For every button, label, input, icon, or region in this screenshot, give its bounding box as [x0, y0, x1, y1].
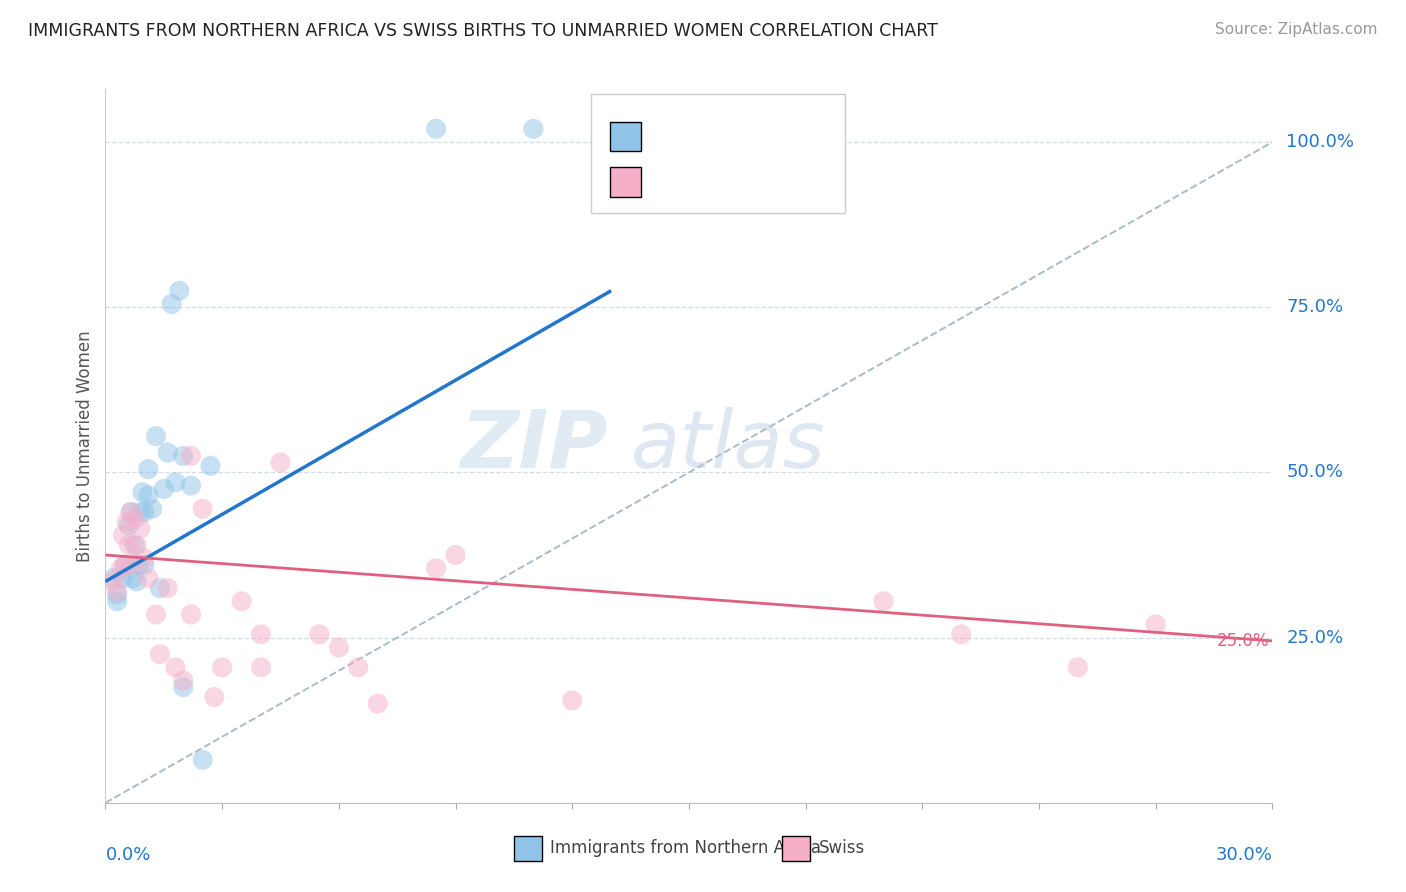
- Point: [128, 558, 150, 572]
- Point: [1144, 617, 1167, 632]
- Point: [308, 627, 330, 641]
- Y-axis label: Births to Unmarried Women: Births to Unmarried Women: [76, 330, 94, 562]
- Point: [160, 297, 183, 311]
- Point: [172, 449, 194, 463]
- Text: 25.0%: 25.0%: [1286, 629, 1344, 647]
- Point: [367, 697, 389, 711]
- Text: R =: R =: [651, 128, 688, 145]
- Point: [600, 121, 623, 136]
- Point: [129, 505, 152, 519]
- Point: [231, 594, 253, 608]
- Text: 75.0%: 75.0%: [1286, 298, 1344, 317]
- Point: [191, 753, 214, 767]
- Text: 30.0%: 30.0%: [1216, 846, 1272, 863]
- Point: [136, 462, 159, 476]
- Point: [425, 561, 447, 575]
- Point: [124, 538, 146, 552]
- Point: [165, 660, 187, 674]
- Point: [118, 538, 141, 552]
- Point: [269, 456, 292, 470]
- Text: ZIP: ZIP: [460, 407, 607, 485]
- Point: [172, 680, 194, 694]
- Point: [347, 660, 370, 674]
- Point: [872, 594, 894, 608]
- Point: [250, 660, 273, 674]
- Point: [1067, 660, 1090, 674]
- Point: [561, 693, 583, 707]
- Text: N =: N =: [747, 173, 796, 191]
- Point: [105, 588, 128, 602]
- Point: [145, 607, 167, 622]
- Point: [165, 475, 187, 490]
- Text: Source: ZipAtlas.com: Source: ZipAtlas.com: [1215, 22, 1378, 37]
- Point: [114, 558, 136, 572]
- Point: [105, 594, 128, 608]
- Point: [136, 571, 159, 585]
- Point: [156, 445, 179, 459]
- Point: [697, 121, 720, 136]
- Point: [134, 558, 156, 572]
- Point: [328, 640, 350, 655]
- Point: [115, 515, 138, 529]
- Text: 25.0%: 25.0%: [1218, 632, 1270, 650]
- Point: [149, 581, 172, 595]
- Text: 50.0%: 50.0%: [1286, 464, 1343, 482]
- Point: [250, 627, 273, 641]
- Point: [105, 584, 128, 599]
- Point: [180, 607, 202, 622]
- Point: [111, 571, 134, 585]
- Point: [103, 574, 125, 589]
- Text: 100.0%: 100.0%: [1286, 133, 1354, 151]
- Point: [103, 571, 125, 585]
- Point: [149, 647, 172, 661]
- Text: 0.0%: 0.0%: [105, 846, 150, 863]
- Text: 35: 35: [796, 128, 820, 145]
- Point: [156, 581, 179, 595]
- Point: [121, 571, 143, 585]
- Point: [200, 458, 222, 473]
- Text: -0.161: -0.161: [690, 173, 754, 191]
- Point: [522, 121, 544, 136]
- Text: N =: N =: [747, 128, 796, 145]
- Text: 39: 39: [796, 173, 820, 191]
- Point: [180, 478, 202, 492]
- Text: Immigrants from Northern Africa: Immigrants from Northern Africa: [551, 839, 821, 857]
- Point: [172, 673, 194, 688]
- Text: R =: R =: [651, 173, 688, 191]
- Point: [136, 489, 159, 503]
- Point: [950, 627, 973, 641]
- Text: atlas: atlas: [630, 407, 825, 485]
- Point: [125, 538, 148, 552]
- Point: [120, 505, 142, 519]
- Point: [444, 548, 467, 562]
- Point: [118, 518, 141, 533]
- Point: [191, 501, 214, 516]
- Point: [211, 660, 233, 674]
- Point: [114, 558, 136, 572]
- Point: [131, 485, 153, 500]
- Point: [129, 522, 152, 536]
- Point: [110, 561, 132, 575]
- Point: [111, 528, 134, 542]
- Point: [134, 551, 156, 566]
- Point: [180, 449, 202, 463]
- Point: [169, 284, 191, 298]
- Point: [202, 690, 225, 704]
- Text: 0.321: 0.321: [690, 128, 747, 145]
- Point: [121, 558, 143, 572]
- Text: IMMIGRANTS FROM NORTHERN AFRICA VS SWISS BIRTHS TO UNMARRIED WOMEN CORRELATION C: IMMIGRANTS FROM NORTHERN AFRICA VS SWISS…: [28, 22, 938, 40]
- Point: [658, 121, 681, 136]
- Point: [134, 505, 156, 519]
- Point: [120, 505, 142, 519]
- Point: [152, 482, 174, 496]
- Point: [124, 511, 146, 525]
- Text: Swiss: Swiss: [818, 839, 865, 857]
- Point: [145, 429, 167, 443]
- Point: [425, 121, 447, 136]
- Point: [125, 574, 148, 589]
- Point: [141, 501, 163, 516]
